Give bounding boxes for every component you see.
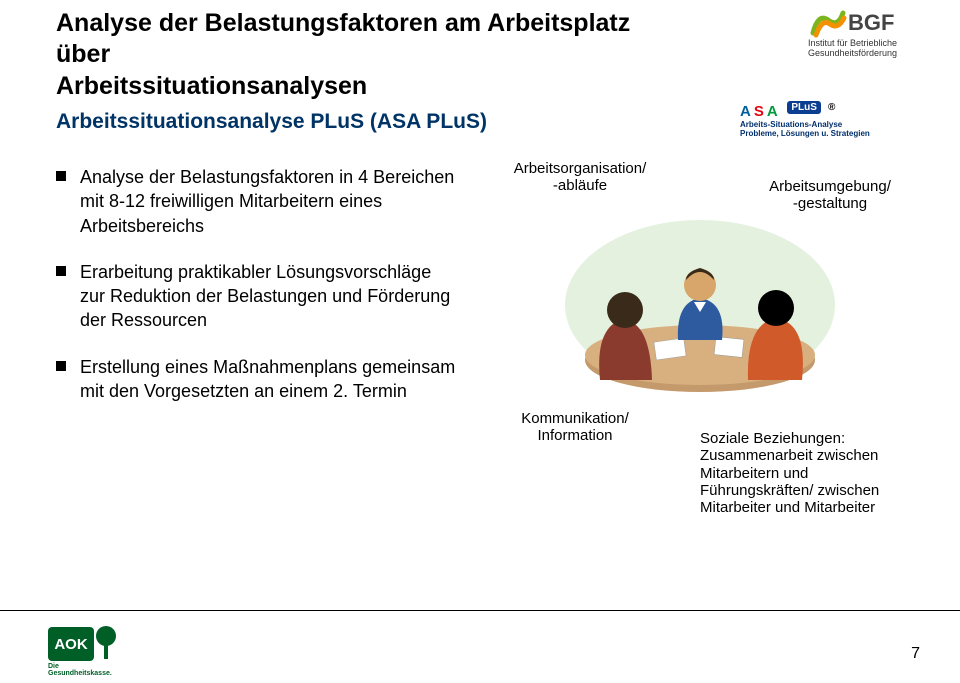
bullet-text: Erstellung eines Maßnahmenplans gemeinsa… (80, 355, 456, 404)
diagram-label-bottom-right: Soziale Beziehungen: Zusammenarbeit zwis… (700, 430, 900, 516)
bullet-list: Analyse der Belastungsfaktoren in 4 Bere… (56, 165, 456, 425)
asa-plus-logo: ASA PLuS ® Arbeits-Situations-Analyse Pr… (740, 102, 920, 138)
asa-logo-sub2: Probleme, Lösungen u. Strategien (740, 129, 920, 138)
four-areas-diagram: Arbeitsorganisation/ -abläufe Arbeitsumg… (490, 160, 910, 540)
page-number: 7 (911, 645, 920, 663)
bgf-logo-text: BGF (848, 10, 894, 36)
diagram-label-top-right: Arbeitsumgebung/ -gestaltung (755, 178, 905, 213)
bgf-logo-subtitle: Institut für Betriebliche Gesundheitsför… (808, 38, 897, 59)
aok-logo: AOK Die Gesundheitskasse. (48, 619, 118, 669)
bgf-logo-icon (808, 8, 848, 38)
diagram-label-bottom-left: Kommunikation/ Information (510, 410, 640, 445)
bullet-icon (56, 266, 66, 276)
bullet-text: Analyse der Belastungsfaktoren in 4 Bere… (80, 165, 456, 238)
list-item: Erarbeitung praktikabler Lösungsvorschlä… (56, 260, 456, 333)
slide-title: Analyse der Belastungsfaktoren am Arbeit… (56, 8, 666, 102)
bgf-logo: BGF Institut für Betriebliche Gesundheit… (730, 8, 930, 68)
title-line-1: Analyse der Belastungsfaktoren am Arbeit… (56, 8, 666, 71)
subheading: Arbeitssituationsanalyse PLuS (ASA PLuS) (56, 110, 487, 134)
aok-logo-mark: AOK (48, 627, 94, 661)
bullet-icon (56, 361, 66, 371)
asa-logo-sub1: Arbeits-Situations-Analyse (740, 120, 920, 129)
meeting-illustration-icon (560, 210, 840, 410)
title-line-2: Arbeitssituationsanalysen (56, 71, 666, 102)
bullet-icon (56, 171, 66, 181)
footer-rule (0, 610, 960, 611)
diagram-label-top-left: Arbeitsorganisation/ -abläufe (500, 160, 660, 195)
asa-logo-brand: ASA PLuS ® (740, 102, 920, 120)
aok-logo-tag: Die Gesundheitskasse. (48, 663, 118, 677)
aok-tree-icon (94, 625, 118, 663)
bullet-text: Erarbeitung praktikabler Lösungsvorschlä… (80, 260, 456, 333)
list-item: Erstellung eines Maßnahmenplans gemeinsa… (56, 355, 456, 404)
list-item: Analyse der Belastungsfaktoren in 4 Bere… (56, 165, 456, 238)
